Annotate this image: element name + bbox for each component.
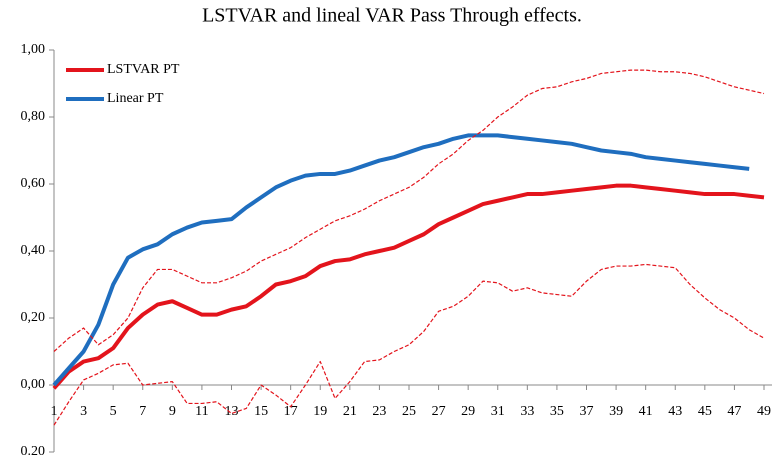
x-tick-label: 23 xyxy=(372,404,386,419)
y-tick-label: 0,40 xyxy=(21,243,46,258)
y-tick-label: 0,60 xyxy=(21,176,46,191)
x-tick-label: 9 xyxy=(169,404,176,419)
x-tick-label: 7 xyxy=(139,404,146,419)
x-tick-label: 5 xyxy=(110,404,117,419)
series-line xyxy=(52,183,765,390)
x-tick-label: 37 xyxy=(580,404,594,419)
y-tick-label: 0,20 xyxy=(21,310,46,325)
x-tick-label: 47 xyxy=(727,404,741,419)
x-tick-label: 41 xyxy=(639,404,653,419)
x-tick-label: 11 xyxy=(195,404,208,419)
x-tick-label: 31 xyxy=(491,404,505,419)
x-tick-label: 15 xyxy=(254,404,268,419)
x-tick-label: 21 xyxy=(343,404,357,419)
band-line xyxy=(53,263,765,426)
x-tick-label: 29 xyxy=(461,404,475,419)
band-line xyxy=(53,69,765,352)
x-tick-label: 43 xyxy=(668,404,682,419)
x-tick-label: 19 xyxy=(313,404,327,419)
y-tick-label: 1,00 xyxy=(21,42,46,57)
x-tick-label: 45 xyxy=(698,404,712,419)
x-tick-label: 49 xyxy=(757,404,771,419)
y-tick-label: 0,80 xyxy=(21,109,46,124)
x-tick-label: 25 xyxy=(402,404,416,419)
x-tick-label: 39 xyxy=(609,404,623,419)
x-tick-label: 35 xyxy=(550,404,564,419)
y-tick-label: 0,00 xyxy=(21,377,46,392)
x-tick-label: 17 xyxy=(284,404,298,419)
chart-title: LSTVAR and lineal VAR Pass Through effec… xyxy=(202,5,582,27)
y-tick-label: 0.20 xyxy=(21,444,46,458)
legend-label: LSTVAR PT xyxy=(107,62,180,77)
x-tick-label: 13 xyxy=(225,404,239,419)
legend-label: Linear PT xyxy=(107,91,164,106)
series-line xyxy=(52,133,750,387)
x-tick-label: 33 xyxy=(520,404,534,419)
x-tick-label: 1 xyxy=(51,404,58,419)
x-tick-label: 3 xyxy=(80,404,87,419)
x-tick-label: 27 xyxy=(432,404,446,419)
